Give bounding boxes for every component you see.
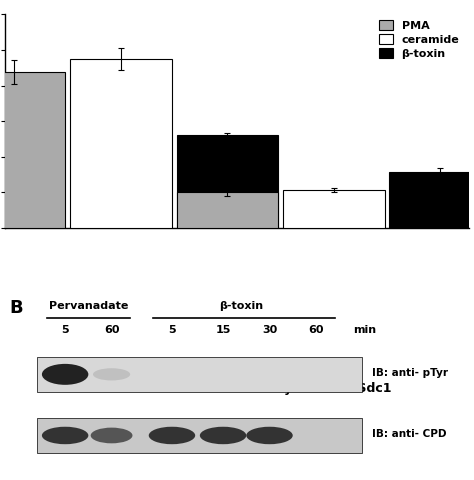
Text: 60: 60 <box>104 325 119 336</box>
Ellipse shape <box>200 427 246 444</box>
Text: Pervanadate: Pervanadate <box>49 301 128 311</box>
FancyBboxPatch shape <box>37 418 363 453</box>
Ellipse shape <box>42 427 88 444</box>
Text: 5: 5 <box>168 325 176 336</box>
Text: WT Sdc1: WT Sdc1 <box>91 382 151 395</box>
Text: IB: anti- pTyr: IB: anti- pTyr <box>372 368 448 378</box>
Text: B: B <box>9 299 23 317</box>
Bar <box>176 135 278 228</box>
Ellipse shape <box>42 364 88 385</box>
Ellipse shape <box>149 427 195 444</box>
Text: 5: 5 <box>61 325 69 336</box>
FancyBboxPatch shape <box>37 357 363 392</box>
Ellipse shape <box>91 428 132 444</box>
Ellipse shape <box>246 427 293 444</box>
Ellipse shape <box>93 368 130 381</box>
Text: 15: 15 <box>215 325 231 336</box>
Text: 30: 30 <box>262 325 277 336</box>
Text: Tyr Mutant Sdc1: Tyr Mutant Sdc1 <box>276 382 391 395</box>
Bar <box>70 59 172 228</box>
Bar <box>390 172 474 228</box>
Bar <box>283 190 384 228</box>
Text: IB: anti- CPD: IB: anti- CPD <box>372 429 446 439</box>
Text: β-toxin: β-toxin <box>219 301 264 311</box>
Text: 60: 60 <box>308 325 324 336</box>
Text: min: min <box>353 325 376 336</box>
Bar <box>0 72 65 228</box>
Bar <box>176 192 278 228</box>
Legend: PMA, ceramide, β-toxin: PMA, ceramide, β-toxin <box>375 16 464 63</box>
